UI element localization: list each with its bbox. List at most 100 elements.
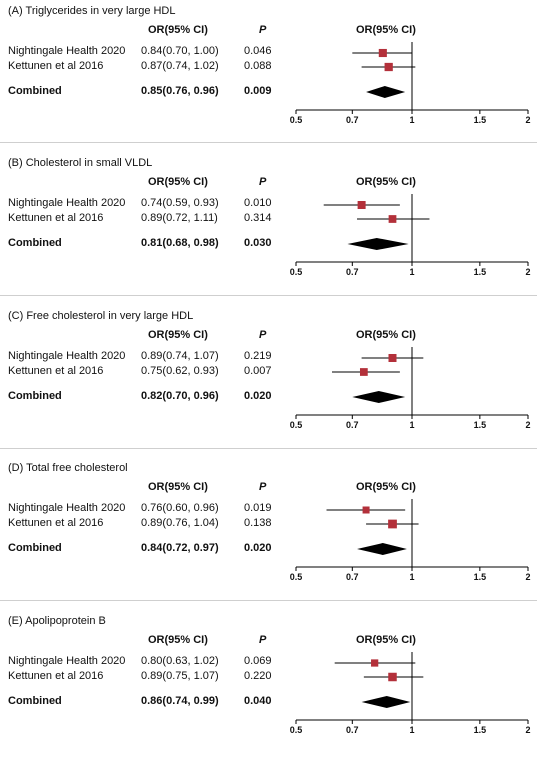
study-name: Kettunen et al 2016 bbox=[8, 670, 104, 682]
x-tick-label: 1 bbox=[409, 115, 414, 125]
study-row: Nightingale Health 2020 0.80(0.63, 1.02) 0… bbox=[0, 655, 537, 671]
p-value: 0.007 bbox=[244, 365, 272, 377]
study-name: Kettunen et al 2016 bbox=[8, 365, 104, 377]
plot-column-header: OR(95% CI) bbox=[356, 481, 416, 493]
study-marker bbox=[388, 519, 397, 529]
x-tick-label: 1.5 bbox=[474, 572, 487, 582]
or-column-header: OR(95% CI) bbox=[148, 634, 208, 646]
combined-label: Combined bbox=[8, 695, 62, 707]
study-marker bbox=[359, 368, 368, 376]
or-ci-value: 0.80(0.63, 1.02) bbox=[141, 655, 219, 667]
forest-plot-area: 0.5 0.7 1 1.5 2 bbox=[290, 194, 531, 277]
plot-column-header: OR(95% CI) bbox=[356, 176, 416, 188]
combined-diamond bbox=[352, 391, 406, 403]
forest-plot-area: 0.5 0.7 1 1.5 2 bbox=[290, 652, 531, 735]
study-marker bbox=[378, 48, 387, 58]
forest-panel: (C) Free cholesterol in very large HDL OR… bbox=[0, 305, 537, 457]
x-tick-label: 2 bbox=[525, 420, 530, 430]
forest-plot-area: 0.5 0.7 1 1.5 2 bbox=[290, 499, 531, 582]
or-ci-value: 0.82(0.70, 0.96) bbox=[141, 390, 219, 402]
or-ci-value: 0.75(0.62, 0.93) bbox=[141, 365, 219, 377]
or-column-header: OR(95% CI) bbox=[148, 176, 208, 188]
study-name: Nightingale Health 2020 bbox=[8, 655, 126, 667]
x-tick-label: 0.7 bbox=[346, 267, 359, 277]
p-value: 0.088 bbox=[244, 60, 272, 72]
x-tick-label: 0.5 bbox=[290, 267, 303, 277]
or-ci-value: 0.84(0.72, 0.97) bbox=[141, 542, 219, 554]
x-tick-label: 1 bbox=[409, 267, 414, 277]
combined-label: Combined bbox=[8, 542, 62, 554]
combined-diamond bbox=[357, 543, 407, 555]
plot-column-header: OR(95% CI) bbox=[356, 634, 416, 646]
or-column-header: OR(95% CI) bbox=[148, 24, 208, 36]
x-tick-label: 0.7 bbox=[346, 725, 359, 735]
study-name: Nightingale Health 2020 bbox=[8, 350, 126, 362]
p-value: 0.010 bbox=[244, 197, 272, 209]
x-tick-label: 0.7 bbox=[346, 572, 359, 582]
p-column-header: P bbox=[259, 176, 267, 188]
or-ci-value: 0.89(0.74, 1.07) bbox=[141, 350, 219, 362]
or-column-header: OR(95% CI) bbox=[148, 481, 208, 493]
x-tick-label: 0.5 bbox=[290, 572, 303, 582]
forest-panel: (D) Total free cholesterol OR(95% CI) P OR(… bbox=[0, 457, 537, 609]
study-name: Nightingale Health 2020 bbox=[8, 502, 126, 514]
panel-title: (C) Free cholesterol in very large HDL bbox=[8, 310, 194, 322]
x-tick-label: 1 bbox=[409, 572, 414, 582]
combined-diamond bbox=[366, 86, 406, 98]
p-value: 0.030 bbox=[244, 237, 272, 249]
p-column-header: P bbox=[259, 481, 267, 493]
x-tick-label: 1.5 bbox=[474, 725, 487, 735]
study-row: Nightingale Health 2020 0.89(0.74, 1.07) 0… bbox=[0, 350, 537, 366]
study-row: Nightingale Health 2020 0.76(0.60, 0.96) 0… bbox=[0, 502, 537, 518]
study-row: Kettunen et al 2016 0.89(0.75, 1.07) 0.220 bbox=[0, 670, 537, 686]
combined-label: Combined bbox=[8, 390, 62, 402]
panel-divider bbox=[0, 600, 537, 601]
panel-title: (A) Triglycerides in very large HDL bbox=[8, 5, 176, 17]
p-value: 0.138 bbox=[244, 517, 272, 529]
or-ci-value: 0.89(0.76, 1.04) bbox=[141, 517, 219, 529]
p-value: 0.009 bbox=[244, 85, 272, 97]
study-row: Kettunen et al 2016 0.89(0.76, 1.04) 0.138 bbox=[0, 517, 537, 533]
study-marker bbox=[388, 672, 397, 682]
or-ci-value: 0.74(0.59, 0.93) bbox=[141, 197, 219, 209]
study-row: Kettunen et al 2016 0.87(0.74, 1.02) 0.088 bbox=[0, 60, 537, 76]
combined-label: Combined bbox=[8, 237, 62, 249]
p-value: 0.019 bbox=[244, 502, 272, 514]
x-tick-label: 1.5 bbox=[474, 420, 487, 430]
panel-title: (B) Cholesterol in small VLDL bbox=[8, 157, 153, 169]
p-value: 0.069 bbox=[244, 655, 272, 667]
x-tick-label: 1 bbox=[409, 725, 414, 735]
combined-row: Combined 0.86(0.74, 0.99) 0.040 bbox=[0, 695, 537, 711]
study-name: Kettunen et al 2016 bbox=[8, 212, 104, 224]
study-row: Nightingale Health 2020 0.84(0.70, 1.00) 0… bbox=[0, 45, 537, 61]
x-tick-label: 2 bbox=[525, 725, 530, 735]
x-tick-label: 2 bbox=[525, 572, 530, 582]
panel-title: (D) Total free cholesterol bbox=[8, 462, 128, 474]
or-column-header: OR(95% CI) bbox=[148, 329, 208, 341]
study-name: Kettunen et al 2016 bbox=[8, 60, 104, 72]
p-value: 0.046 bbox=[244, 45, 272, 57]
x-tick-label: 1 bbox=[409, 420, 414, 430]
study-marker bbox=[384, 62, 393, 72]
x-tick-label: 2 bbox=[525, 115, 530, 125]
p-value: 0.220 bbox=[244, 670, 272, 682]
study-marker bbox=[357, 201, 366, 209]
combined-row: Combined 0.82(0.70, 0.96) 0.020 bbox=[0, 390, 537, 406]
panel-divider bbox=[0, 295, 537, 296]
p-value: 0.020 bbox=[244, 390, 272, 402]
panel-divider bbox=[0, 142, 537, 143]
x-tick-label: 0.7 bbox=[346, 420, 359, 430]
study-name: Kettunen et al 2016 bbox=[8, 517, 104, 529]
p-value: 0.040 bbox=[244, 695, 272, 707]
or-ci-value: 0.89(0.72, 1.11) bbox=[141, 212, 218, 224]
study-marker bbox=[388, 215, 397, 223]
combined-row: Combined 0.84(0.72, 0.97) 0.020 bbox=[0, 542, 537, 558]
p-column-header: P bbox=[259, 634, 267, 646]
or-ci-value: 0.81(0.68, 0.98) bbox=[141, 237, 219, 249]
study-row: Nightingale Health 2020 0.74(0.59, 0.93) 0… bbox=[0, 197, 537, 213]
study-marker bbox=[371, 659, 379, 667]
or-ci-value: 0.86(0.74, 0.99) bbox=[141, 695, 219, 707]
or-ci-value: 0.76(0.60, 0.96) bbox=[141, 502, 219, 514]
plot-column-header: OR(95% CI) bbox=[356, 24, 416, 36]
panel-title: (E) Apolipoprotein B bbox=[8, 615, 106, 627]
